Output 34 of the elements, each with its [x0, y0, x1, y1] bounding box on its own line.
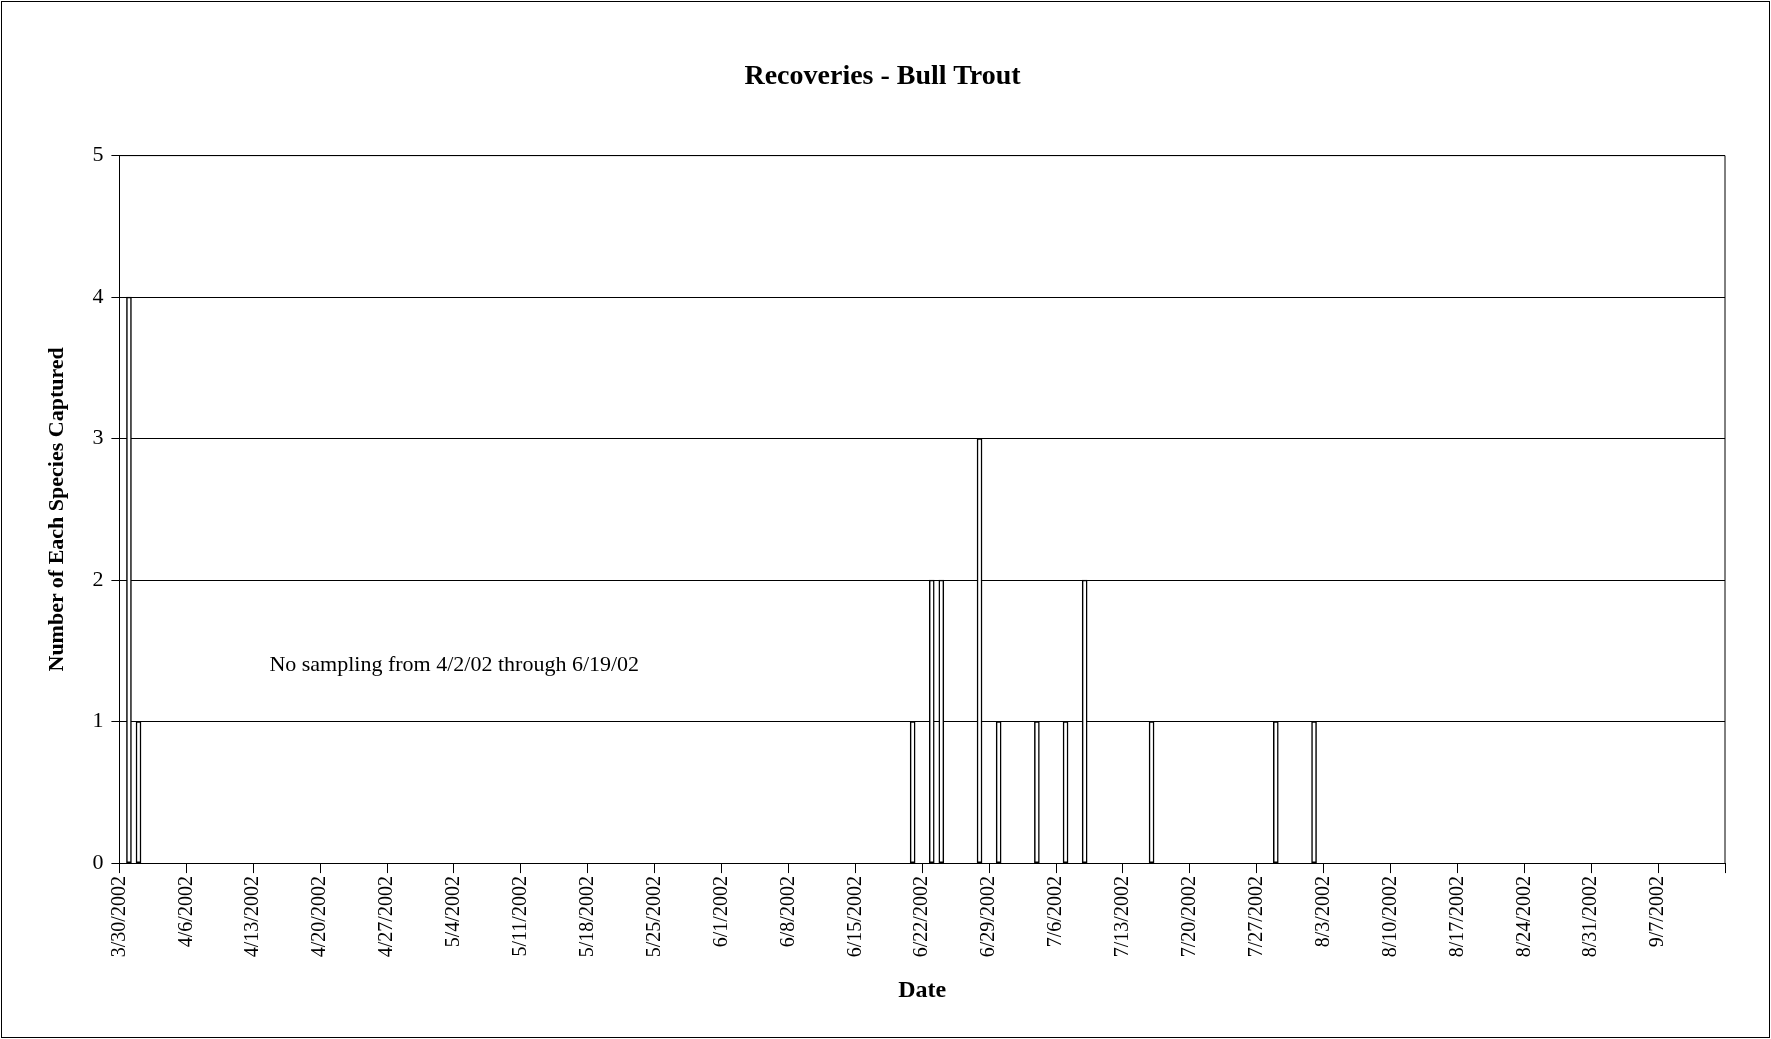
y-tick-label: 0 [92, 848, 104, 874]
x-tick-label: 7/27/2002 [1243, 876, 1266, 958]
y-axis-title: Number of Each Species Captured [42, 347, 68, 672]
x-tick-label: 6/15/2002 [842, 876, 865, 958]
x-tick-label: 6/8/2002 [775, 876, 798, 948]
x-tick-label: 7/13/2002 [1110, 876, 1133, 958]
x-axis-title: Date [898, 975, 947, 1002]
annotation: No sampling from 4/2/02 through 6/19/02 [269, 650, 640, 676]
y-tick-label: 1 [92, 707, 104, 733]
x-tick-label: 8/3/2002 [1310, 876, 1333, 948]
x-tick-label: 5/25/2002 [641, 876, 664, 958]
y-tick-label: 4 [92, 282, 104, 308]
x-tick-label: 6/29/2002 [976, 876, 999, 958]
x-tick-label: 8/17/2002 [1444, 876, 1467, 958]
x-tick-label: 3/30/2002 [106, 876, 129, 958]
x-tick-label: 5/4/2002 [441, 876, 464, 948]
x-tick-label: 4/6/2002 [173, 876, 196, 948]
x-tick-label: 5/11/2002 [508, 876, 531, 957]
x-tick-label: 4/27/2002 [374, 876, 397, 958]
x-tick-label: 8/10/2002 [1377, 876, 1400, 958]
x-tick-label: 9/7/2002 [1645, 876, 1668, 948]
x-tick-label: 8/24/2002 [1511, 876, 1534, 958]
x-tick-label: 8/31/2002 [1578, 876, 1601, 958]
x-tick-label: 4/13/2002 [240, 876, 263, 958]
x-tick-label: 6/1/2002 [708, 876, 731, 948]
y-tick-label: 5 [92, 141, 104, 167]
x-tick-label: 4/20/2002 [307, 876, 330, 958]
x-tick-label: 5/18/2002 [574, 876, 597, 958]
y-tick-label: 2 [92, 565, 104, 591]
y-tick-label: 3 [92, 424, 104, 450]
x-tick-label: 7/6/2002 [1043, 876, 1066, 948]
x-tick-label: 7/20/2002 [1177, 876, 1200, 958]
chart-title: Recoveries - Bull Trout [744, 59, 1022, 91]
x-tick-label: 6/22/2002 [909, 876, 932, 958]
